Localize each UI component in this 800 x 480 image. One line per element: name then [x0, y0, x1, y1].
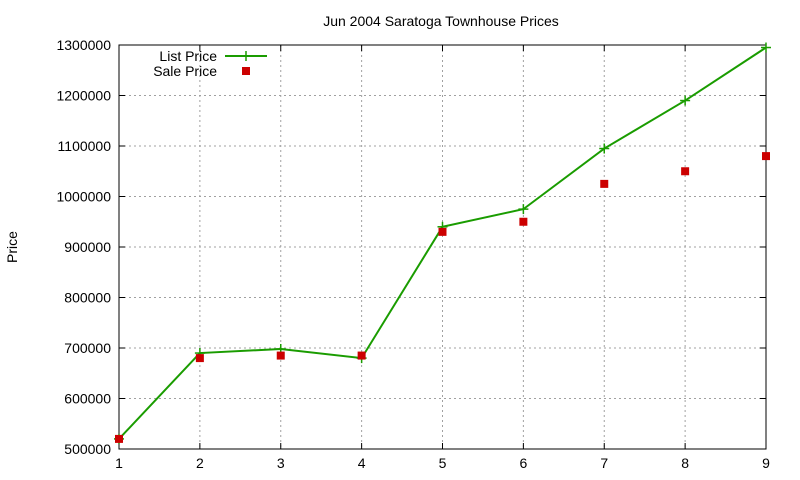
- list-price-point: [599, 143, 610, 154]
- series-layer: [114, 42, 771, 444]
- y-axis-ticks: 500000 600000 700000 800000 900000 1000000 110…: [56, 37, 766, 457]
- sale-price-point: [438, 227, 447, 236]
- legend-cross-swatch: [241, 51, 251, 61]
- sale-price-point: [195, 354, 204, 363]
- x-tick-label: 2: [196, 455, 204, 471]
- y-tick-label: 1100000: [58, 138, 112, 154]
- y-tick-label: 1300000: [56, 37, 111, 53]
- x-tick-label: 5: [439, 455, 447, 471]
- legend-square-swatch: [242, 67, 250, 75]
- y-tick-label: 800000: [64, 290, 111, 306]
- x-tick-label: 7: [600, 455, 608, 471]
- list-price-point: [680, 95, 691, 106]
- x-tick-label: 4: [358, 455, 366, 471]
- y-tick-label: 600000: [64, 391, 111, 407]
- legend-label: List Price: [159, 48, 217, 64]
- x-tick-label: 6: [519, 455, 527, 471]
- chart-title: Jun 2004 Saratoga Townhouse Prices: [323, 13, 559, 29]
- x-tick-label: 8: [681, 455, 689, 471]
- sale-price-point: [681, 167, 690, 176]
- list-price-point: [761, 42, 771, 53]
- sale-price-point: [519, 217, 528, 226]
- x-tick-label: 1: [115, 455, 123, 471]
- x-tick-label: 3: [277, 455, 285, 471]
- y-tick-label: 500000: [64, 441, 111, 457]
- y-tick-label: 900000: [64, 239, 111, 255]
- sale-price-point: [115, 434, 123, 443]
- sale-price-point: [762, 152, 770, 161]
- x-tick-label: 9: [762, 455, 770, 471]
- sale-price-point: [357, 351, 366, 360]
- sale-price-point: [276, 351, 285, 360]
- y-tick-label: 1200000: [56, 88, 111, 104]
- list-price-point: [518, 204, 529, 215]
- sale-price-point: [600, 179, 609, 188]
- legend-label: Sale Price: [153, 63, 217, 79]
- y-tick-label: 1000000: [56, 189, 111, 205]
- plot-frame: [118, 44, 767, 450]
- y-axis-label: Price: [4, 231, 20, 263]
- grid: [119, 45, 766, 449]
- y-tick-label: 700000: [64, 340, 111, 356]
